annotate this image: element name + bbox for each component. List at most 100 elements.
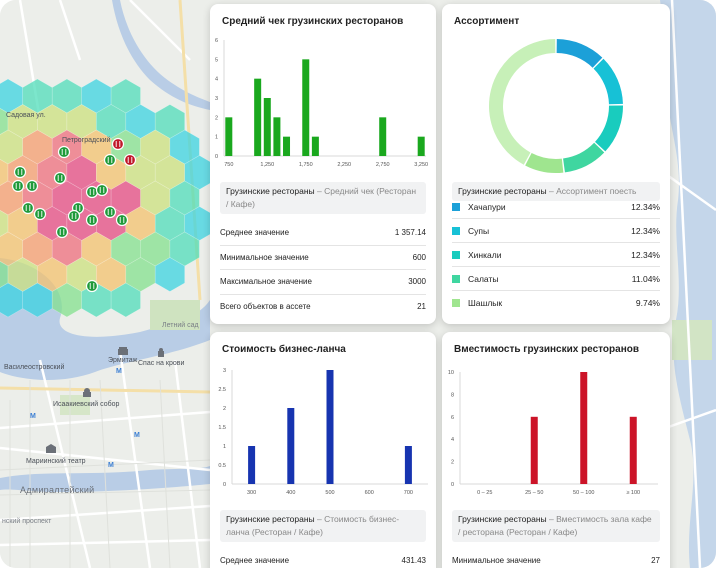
legend-item[interactable]: Хинкали 12.34% — [452, 243, 660, 267]
y-tick-label: 4 — [451, 437, 454, 443]
source-separator: – — [314, 186, 325, 196]
data-source: Грузинские рестораны – Вместимость зала … — [452, 510, 660, 542]
map-label-admiralteysky: Адмиралтейский — [20, 485, 95, 495]
bar[interactable] — [417, 136, 425, 156]
x-tick-label: 2,750 — [376, 162, 390, 168]
bar[interactable] — [225, 117, 233, 156]
metro-icon: M — [108, 462, 114, 469]
bar[interactable] — [530, 416, 538, 484]
restaurant-pin-icon[interactable] — [103, 205, 117, 219]
x-tick-label: 600 — [365, 490, 374, 496]
card-title: Средний чек грузинских ресторанов — [222, 16, 404, 27]
heatmap-hex[interactable] — [154, 257, 185, 292]
restaurant-pin-icon[interactable] — [85, 185, 99, 199]
donut-slice[interactable] — [593, 58, 623, 105]
x-tick-label: 1,250 — [260, 162, 274, 168]
data-source: Грузинские рестораны – Ассортимент поест… — [452, 182, 660, 201]
x-tick-label: 0 – 25 — [477, 490, 492, 496]
stat-value: 431.43 — [401, 555, 426, 565]
donut-slice[interactable] — [488, 39, 556, 165]
legend-item[interactable]: Салаты 11.04% — [452, 267, 660, 291]
metro-icon: M — [30, 413, 36, 420]
heatmap-hex[interactable] — [110, 282, 141, 318]
y-tick-label: 0.5 — [218, 463, 226, 469]
donut-slice[interactable] — [595, 105, 624, 152]
restaurant-pin-icon[interactable] — [67, 209, 81, 223]
stats-table: Минимальное значение 27 — [452, 548, 660, 568]
source-field: Ассортимент поесть — [556, 186, 637, 196]
bar[interactable] — [254, 78, 262, 156]
bar[interactable] — [248, 446, 256, 484]
restaurant-pin-icon[interactable] — [55, 225, 69, 239]
stat-value: 3000 — [408, 277, 426, 287]
legend-item[interactable]: Супы 12.34% — [452, 219, 660, 243]
avg-check-bar-chart[interactable]: 0 1 2 3 4 5 6 750 1,250 1,750 2,250 2,750 3,250 — [210, 34, 436, 174]
source-name: Грузинские рестораны — [458, 186, 547, 196]
data-source: Грузинские рестораны – Средний чек (Рест… — [220, 182, 426, 214]
bar[interactable] — [379, 117, 387, 156]
bar[interactable] — [302, 59, 310, 156]
restaurant-pin-icon[interactable] — [111, 137, 125, 151]
map-label-vasileostrovsky: Василеостровский — [4, 364, 65, 371]
bar[interactable] — [273, 117, 281, 156]
restaurant-pin-icon[interactable] — [53, 171, 67, 185]
legend-item[interactable]: Хачапури 12.34% — [452, 195, 660, 219]
bar[interactable] — [287, 408, 295, 484]
metro-icon: M — [134, 432, 140, 439]
bar[interactable] — [326, 370, 334, 484]
stat-label: Среднее значение — [220, 555, 290, 565]
source-separator: – — [546, 186, 557, 196]
x-tick-label: 750 — [224, 162, 233, 168]
stats-table: Среднее значение 1 357.14 Минимальное зна… — [220, 221, 426, 319]
y-tick-label: 3 — [223, 368, 226, 374]
legend-label: Супы — [468, 225, 490, 236]
restaurant-pin-icon[interactable] — [85, 213, 99, 227]
card-title: Стоимость бизнес-ланча — [222, 344, 346, 355]
stat-value: 21 — [417, 302, 426, 312]
restaurant-pin-icon[interactable] — [85, 279, 99, 293]
legend-swatch — [452, 299, 460, 307]
legend-value: 12.34% — [631, 249, 660, 260]
x-tick-label: 500 — [325, 490, 334, 496]
legend-item[interactable]: Шашлык 9.74% — [452, 291, 660, 315]
bar[interactable] — [580, 372, 588, 484]
legend-label: Хинкали — [468, 249, 502, 260]
donut-slice[interactable] — [556, 39, 603, 68]
mariinsky-landmark-icon — [46, 444, 56, 453]
bar[interactable] — [283, 136, 291, 156]
restaurant-pin-icon[interactable] — [115, 213, 129, 227]
donut-slice[interactable] — [563, 142, 605, 173]
stat-row: Максимальное значение 3000 — [220, 270, 426, 295]
bar[interactable] — [404, 446, 412, 484]
restaurant-pin-icon[interactable] — [33, 207, 47, 221]
stat-label: Максимальное значение — [220, 277, 312, 287]
restaurant-pin-icon[interactable] — [21, 201, 35, 215]
source-name: Грузинские рестораны — [226, 514, 315, 524]
lunch-bar-chart[interactable]: 0 0.5 1 1.5 2 2.5 3 300 400 500 600 700 — [210, 362, 436, 502]
map-label-mariinsky: Мариинский театр — [26, 458, 86, 465]
source-separator: – — [546, 514, 557, 524]
restaurant-pin-icon[interactable] — [25, 179, 39, 193]
restaurant-pin-icon[interactable] — [123, 153, 137, 167]
restaurant-pin-icon[interactable] — [57, 145, 71, 159]
capacity-bar-chart[interactable]: 0 2 4 6 8 10 0 – 25 25 – 50 50 – 100 ≥ 100 — [442, 362, 670, 502]
donut-slice[interactable] — [525, 153, 564, 174]
map-label-spas: Спас на крови — [138, 360, 185, 367]
y-tick-label: 4 — [215, 77, 218, 83]
stat-label: Всего объектов в ассете — [220, 302, 311, 312]
assortment-donut-chart[interactable] — [442, 30, 670, 182]
restaurant-pin-icon[interactable] — [95, 183, 109, 197]
legend-label: Шашлык — [468, 298, 503, 308]
restaurant-pin-icon[interactable] — [13, 165, 27, 179]
spas-landmark-icon — [158, 348, 164, 357]
restaurant-pins — [11, 137, 137, 293]
y-tick-label: 0 — [451, 482, 454, 488]
bar[interactable] — [263, 98, 271, 156]
bar[interactable] — [629, 416, 637, 484]
restaurant-pin-icon[interactable] — [103, 153, 117, 167]
isaakievsky-landmark-icon — [83, 388, 91, 397]
bar[interactable] — [311, 136, 319, 156]
stat-label: Минимальное значение — [220, 252, 309, 262]
restaurant-pin-icon[interactable] — [11, 179, 25, 193]
